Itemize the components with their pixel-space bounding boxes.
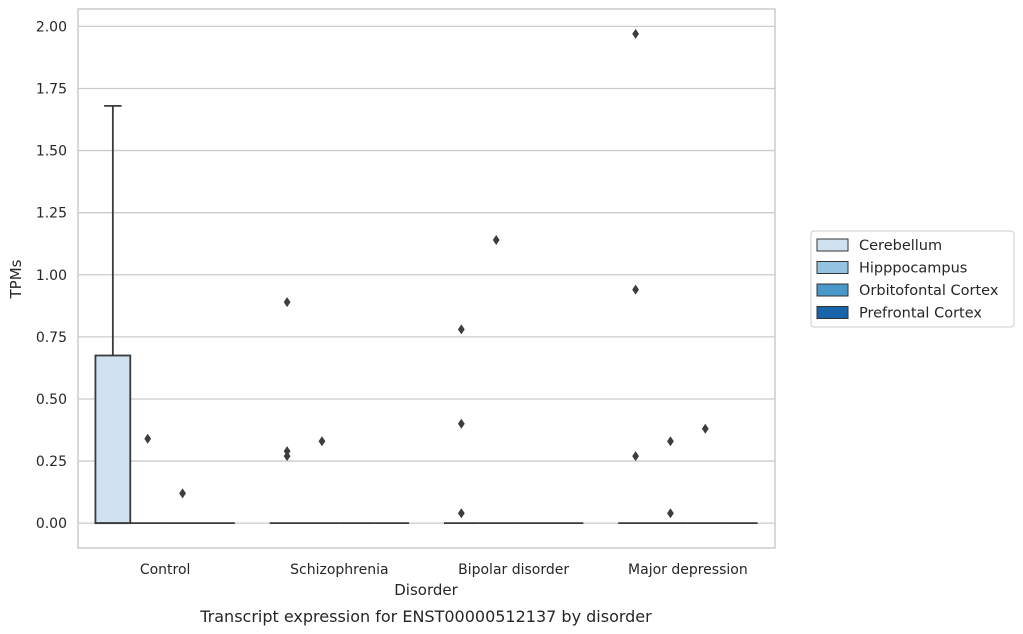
outlier-point bbox=[179, 488, 186, 499]
x-tick-label: Bipolar disorder bbox=[458, 562, 569, 578]
y-tick-label: 1.25 bbox=[36, 206, 67, 222]
chart-caption: Transcript expression for ENST0000051213… bbox=[199, 607, 652, 626]
outlier-point bbox=[492, 235, 500, 245]
y-tick-label: 0.50 bbox=[36, 392, 67, 408]
outlier-point bbox=[701, 423, 709, 434]
outlier-points bbox=[144, 28, 709, 519]
x-tick-label: Schizophrenia bbox=[290, 562, 388, 578]
legend-swatch bbox=[816, 261, 849, 274]
y-tick-label: 1.50 bbox=[36, 144, 67, 160]
outlier-point bbox=[632, 451, 639, 462]
x-axis-label: Disorder bbox=[394, 581, 458, 599]
outlier-point bbox=[457, 418, 465, 429]
legend-item: Prefrontal Cortex bbox=[816, 306, 982, 322]
legend-label: Hipppocampus bbox=[859, 261, 967, 277]
legend-frame bbox=[810, 230, 1015, 328]
outlier-point bbox=[283, 451, 291, 462]
boxes bbox=[94, 104, 758, 525]
plot-frame bbox=[77, 8, 776, 549]
x-tick-label: Major depression bbox=[628, 562, 748, 578]
x-tick-label: Control bbox=[140, 562, 191, 578]
y-tick-labels: 0.00 0.25 0.50 0.75 1.00 1.25 1.50 1.75 2.00 bbox=[36, 19, 67, 532]
y-tick-label: 0.25 bbox=[36, 454, 67, 470]
outlier-point bbox=[632, 28, 639, 39]
legend-swatch bbox=[816, 306, 849, 319]
outlier-point bbox=[318, 436, 326, 447]
outlier-point bbox=[144, 433, 152, 444]
legend-item: Hipppocampus bbox=[816, 261, 967, 277]
y-tick-label: 1.75 bbox=[36, 81, 67, 97]
legend-swatch bbox=[816, 238, 849, 252]
y-tick-label: 0.75 bbox=[36, 330, 67, 346]
legend-label: Orbitofontal Cortex bbox=[859, 283, 999, 299]
y-tick-label: 0.00 bbox=[36, 516, 67, 532]
legend-item: Orbitofontal Cortex bbox=[816, 283, 999, 299]
y-axis-label: TPMs bbox=[7, 259, 25, 299]
outlier-point bbox=[283, 297, 291, 308]
legend-item: Cerebellum bbox=[816, 238, 942, 254]
outlier-point bbox=[632, 284, 639, 295]
outlier-point bbox=[667, 436, 674, 447]
y-tick-label: 1.00 bbox=[36, 268, 67, 284]
box-body bbox=[94, 354, 132, 525]
y-tick-label: 2.00 bbox=[36, 19, 67, 35]
outlier-point bbox=[457, 508, 465, 519]
legend: Cerebellum Hipppocampus Orbitofontal Corte… bbox=[810, 230, 1015, 328]
legend-swatch bbox=[816, 283, 849, 297]
x-tick-labels: Control Schizophrenia Bipolar disorder Majo… bbox=[140, 562, 748, 578]
outlier-point bbox=[457, 324, 465, 335]
legend-label: Cerebellum bbox=[859, 238, 942, 254]
box bbox=[94, 104, 132, 525]
outlier-point bbox=[667, 508, 674, 519]
legend-label: Prefrontal Cortex bbox=[859, 306, 982, 322]
